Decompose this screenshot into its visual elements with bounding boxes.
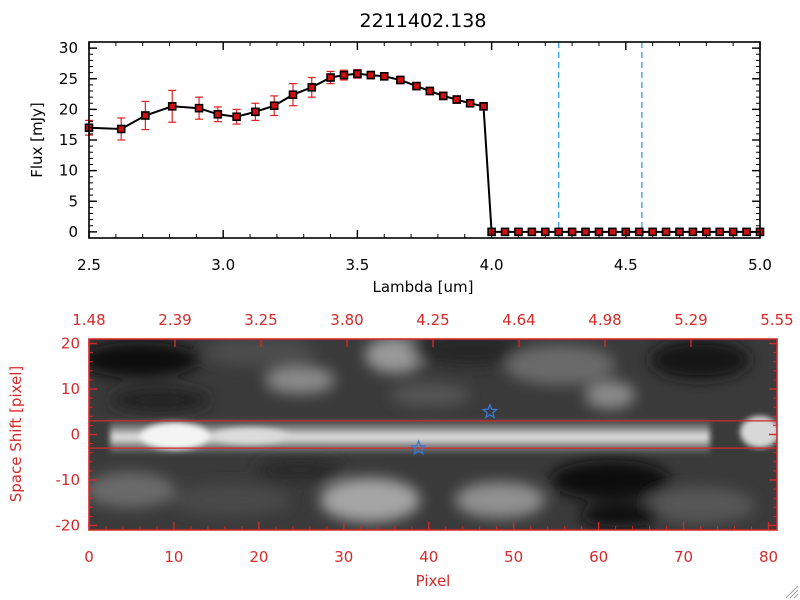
wavelength-markers xyxy=(558,42,643,238)
x-tick-label: 4.5 xyxy=(614,256,638,274)
data-point xyxy=(141,111,150,120)
data-point xyxy=(742,227,751,237)
x-tick-label: 0 xyxy=(84,548,94,566)
data-point xyxy=(353,69,362,79)
spectrum-image xyxy=(89,339,777,530)
x-axis-ticks: 2.5 3.0 3.5 4.0 4.5 5.0 xyxy=(77,42,772,274)
pixel-axis-label: Pixel xyxy=(416,572,451,590)
data-point xyxy=(452,95,462,104)
data-point xyxy=(527,227,537,237)
data-point xyxy=(479,102,488,111)
data-point xyxy=(251,107,260,117)
spectrum-axes-frame xyxy=(88,41,761,239)
top-tick-label: 4.25 xyxy=(416,311,449,329)
x-tick-label: 60 xyxy=(589,548,608,566)
x-tick-label: 70 xyxy=(674,548,693,566)
x-tick-label: 4.0 xyxy=(480,256,504,274)
top-tick-label: 5.29 xyxy=(674,311,707,329)
data-point xyxy=(608,227,617,237)
top-tick-label: 5.55 xyxy=(760,311,793,329)
data-point xyxy=(715,227,725,237)
data-point xyxy=(438,91,448,101)
data-point xyxy=(396,75,405,85)
top-tick-label: 2.39 xyxy=(158,311,191,329)
data-point xyxy=(269,101,279,110)
spectrum-image-panel: 0 10 20 30 40 50 60 70 80 1.48 2.39 3.25 3.80 4.25 4.… xyxy=(7,311,794,590)
x-tick-label: 5.0 xyxy=(748,256,772,274)
y-tick-label: -10 xyxy=(56,471,81,489)
spectrum-panel: 2211402.138 2.5 3.0 3.5 4.0 4.5 5.0 051015202… xyxy=(28,10,772,296)
y-tick-label: -20 xyxy=(56,516,81,534)
star-marker xyxy=(410,439,427,456)
y-tick-label: 10 xyxy=(59,162,78,180)
data-point xyxy=(412,81,421,91)
x-tick-label: 50 xyxy=(504,548,523,566)
y-tick-label: 20 xyxy=(59,100,78,118)
top-tick-label: 4.98 xyxy=(588,311,621,329)
x-axis-label: Lambda [um] xyxy=(373,278,474,296)
top-tick-label: 4.64 xyxy=(502,311,535,329)
y-tick-label: 5 xyxy=(68,192,78,210)
x-tick-label: 10 xyxy=(164,548,183,566)
data-point xyxy=(425,86,435,96)
space-shift-axis-ticks: -20 -10 0 10 20 xyxy=(56,335,777,534)
data-point xyxy=(167,102,177,111)
top-tick-label: 3.25 xyxy=(244,311,277,329)
data-point xyxy=(554,227,564,237)
data-point xyxy=(326,73,335,82)
data-point xyxy=(307,83,317,92)
data-point xyxy=(688,227,698,237)
x-tick-label: 30 xyxy=(334,548,353,566)
y-tick-label: 30 xyxy=(59,39,78,57)
chart-title: 2211402.138 xyxy=(360,10,487,32)
top-tick-label: 1.48 xyxy=(72,311,105,329)
y-tick-label: 20 xyxy=(61,335,80,353)
y-tick-label: 25 xyxy=(59,70,78,88)
data-point xyxy=(339,70,349,80)
flux-series xyxy=(84,68,765,237)
data-point xyxy=(232,112,241,122)
data-point xyxy=(288,90,298,99)
data-point xyxy=(581,227,590,237)
y-tick-label: 15 xyxy=(59,131,78,149)
star-marker xyxy=(481,403,499,419)
data-point xyxy=(500,227,510,237)
x-tick-label: 20 xyxy=(249,548,268,566)
data-point xyxy=(194,103,204,113)
x-tick-label: 3.0 xyxy=(211,256,235,274)
data-point xyxy=(213,109,223,119)
extraction-aperture-lines xyxy=(89,420,777,449)
top-tick-label: 3.80 xyxy=(330,311,363,329)
wavelength-axis-ticks: 1.48 2.39 3.25 3.80 4.25 4.64 4.98 5.29 5.55 xyxy=(72,311,794,347)
x-tick-label: 2.5 xyxy=(77,256,101,274)
y-tick-label: 0 xyxy=(68,223,78,241)
x-tick-label: 80 xyxy=(759,548,778,566)
data-point xyxy=(661,227,671,237)
data-point xyxy=(366,70,376,80)
data-point xyxy=(379,72,389,81)
y-tick-label: 10 xyxy=(61,380,80,398)
flux-line xyxy=(88,72,760,233)
data-point xyxy=(634,227,644,237)
y-axis-ticks: 0 5 10 15 20 25 30 xyxy=(59,39,760,241)
data-point xyxy=(116,124,126,134)
x-tick-label: 3.5 xyxy=(345,256,369,274)
y-axis-label: Flux [mJy] xyxy=(28,102,46,178)
x-tick-label: 40 xyxy=(419,548,438,566)
data-point xyxy=(465,98,475,108)
source-position-markers xyxy=(410,403,499,456)
space-shift-axis-label: Space Shift [pixel] xyxy=(7,366,25,503)
y-tick-label: 0 xyxy=(70,426,80,444)
resize-grip-icon[interactable] xyxy=(785,585,799,599)
